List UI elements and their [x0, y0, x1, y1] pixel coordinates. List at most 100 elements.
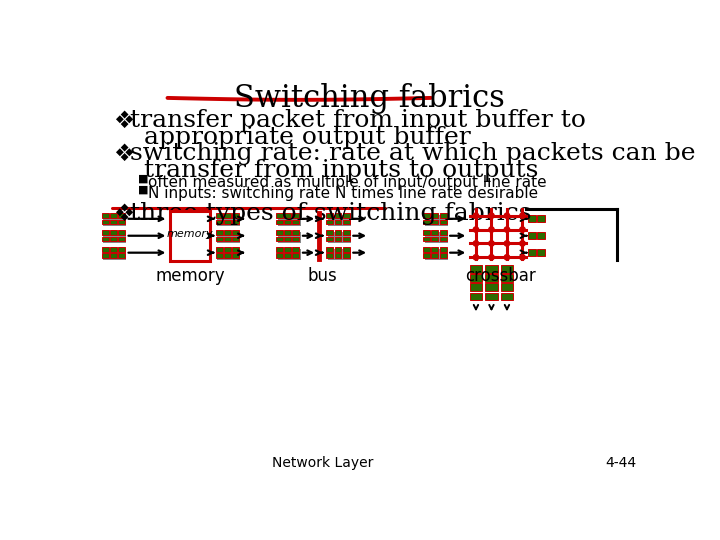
- Bar: [485, 274, 498, 282]
- Bar: [423, 231, 431, 235]
- Bar: [431, 231, 438, 235]
- Bar: [215, 247, 222, 252]
- Bar: [425, 232, 448, 242]
- Bar: [292, 220, 300, 224]
- Bar: [292, 237, 300, 241]
- Bar: [276, 213, 283, 218]
- Text: appropriate output buffer: appropriate output buffer: [144, 126, 471, 148]
- Bar: [277, 249, 301, 260]
- Bar: [326, 237, 333, 241]
- Bar: [232, 237, 239, 241]
- Bar: [537, 215, 545, 222]
- Bar: [328, 249, 351, 260]
- Bar: [343, 231, 350, 235]
- Circle shape: [520, 241, 525, 246]
- Text: Network Layer: Network Layer: [272, 456, 373, 470]
- Bar: [102, 237, 109, 241]
- Text: often measured as multiple of input/output line rate: often measured as multiple of input/outp…: [148, 175, 546, 190]
- Bar: [423, 247, 431, 252]
- Bar: [292, 253, 300, 258]
- Bar: [328, 215, 351, 226]
- Bar: [118, 213, 125, 218]
- Bar: [276, 220, 283, 224]
- Bar: [215, 237, 222, 241]
- Bar: [102, 247, 109, 252]
- Bar: [343, 247, 350, 252]
- Bar: [215, 253, 222, 258]
- Bar: [469, 293, 482, 300]
- Bar: [215, 231, 222, 235]
- Text: Switching fabrics: Switching fabrics: [233, 83, 505, 113]
- Text: memory: memory: [156, 267, 225, 285]
- Bar: [423, 213, 431, 218]
- Bar: [500, 293, 513, 300]
- Circle shape: [489, 254, 494, 260]
- Bar: [118, 231, 125, 235]
- Bar: [103, 232, 127, 242]
- Text: ■: ■: [138, 173, 148, 184]
- Circle shape: [520, 213, 525, 218]
- Bar: [277, 215, 301, 226]
- Circle shape: [504, 213, 510, 218]
- Bar: [109, 231, 117, 235]
- Bar: [109, 237, 117, 241]
- Bar: [326, 213, 333, 218]
- Bar: [109, 220, 117, 224]
- Bar: [431, 237, 438, 241]
- Text: transfer from inputs to outputs: transfer from inputs to outputs: [144, 159, 539, 182]
- Bar: [224, 213, 230, 218]
- Bar: [485, 265, 498, 273]
- Circle shape: [520, 254, 525, 260]
- Bar: [292, 231, 300, 235]
- Bar: [343, 237, 350, 241]
- Bar: [328, 232, 351, 242]
- Bar: [423, 237, 431, 241]
- Bar: [439, 231, 446, 235]
- Bar: [232, 213, 239, 218]
- Bar: [335, 220, 341, 224]
- Text: transfer packet from input buffer to: transfer packet from input buffer to: [130, 109, 586, 132]
- Bar: [500, 265, 513, 273]
- Bar: [528, 249, 536, 256]
- Bar: [109, 213, 117, 218]
- Bar: [109, 247, 117, 252]
- Bar: [118, 237, 125, 241]
- Bar: [537, 249, 545, 256]
- Circle shape: [489, 213, 494, 218]
- Circle shape: [473, 254, 479, 260]
- Bar: [224, 253, 230, 258]
- Bar: [425, 249, 448, 260]
- Bar: [103, 249, 127, 260]
- Bar: [537, 232, 545, 239]
- Bar: [102, 220, 109, 224]
- Bar: [439, 237, 446, 241]
- Circle shape: [504, 227, 510, 232]
- Bar: [276, 253, 283, 258]
- Bar: [284, 213, 291, 218]
- Circle shape: [489, 241, 494, 246]
- Bar: [485, 293, 498, 300]
- Text: ❖: ❖: [113, 142, 135, 166]
- Bar: [224, 220, 230, 224]
- Bar: [232, 231, 239, 235]
- Bar: [335, 231, 341, 235]
- Bar: [469, 284, 482, 291]
- Bar: [326, 247, 333, 252]
- Bar: [217, 249, 240, 260]
- Bar: [423, 253, 431, 258]
- Text: switching rate: rate at which packets can be: switching rate: rate at which packets ca…: [130, 142, 696, 165]
- Bar: [528, 232, 536, 239]
- Bar: [335, 213, 341, 218]
- Bar: [343, 213, 350, 218]
- Bar: [343, 253, 350, 258]
- Bar: [425, 215, 448, 226]
- Bar: [469, 274, 482, 282]
- Bar: [224, 237, 230, 241]
- Bar: [326, 253, 333, 258]
- Text: 4-44: 4-44: [606, 456, 636, 470]
- Bar: [335, 237, 341, 241]
- Bar: [109, 253, 117, 258]
- Bar: [118, 247, 125, 252]
- Bar: [431, 220, 438, 224]
- Bar: [528, 215, 536, 222]
